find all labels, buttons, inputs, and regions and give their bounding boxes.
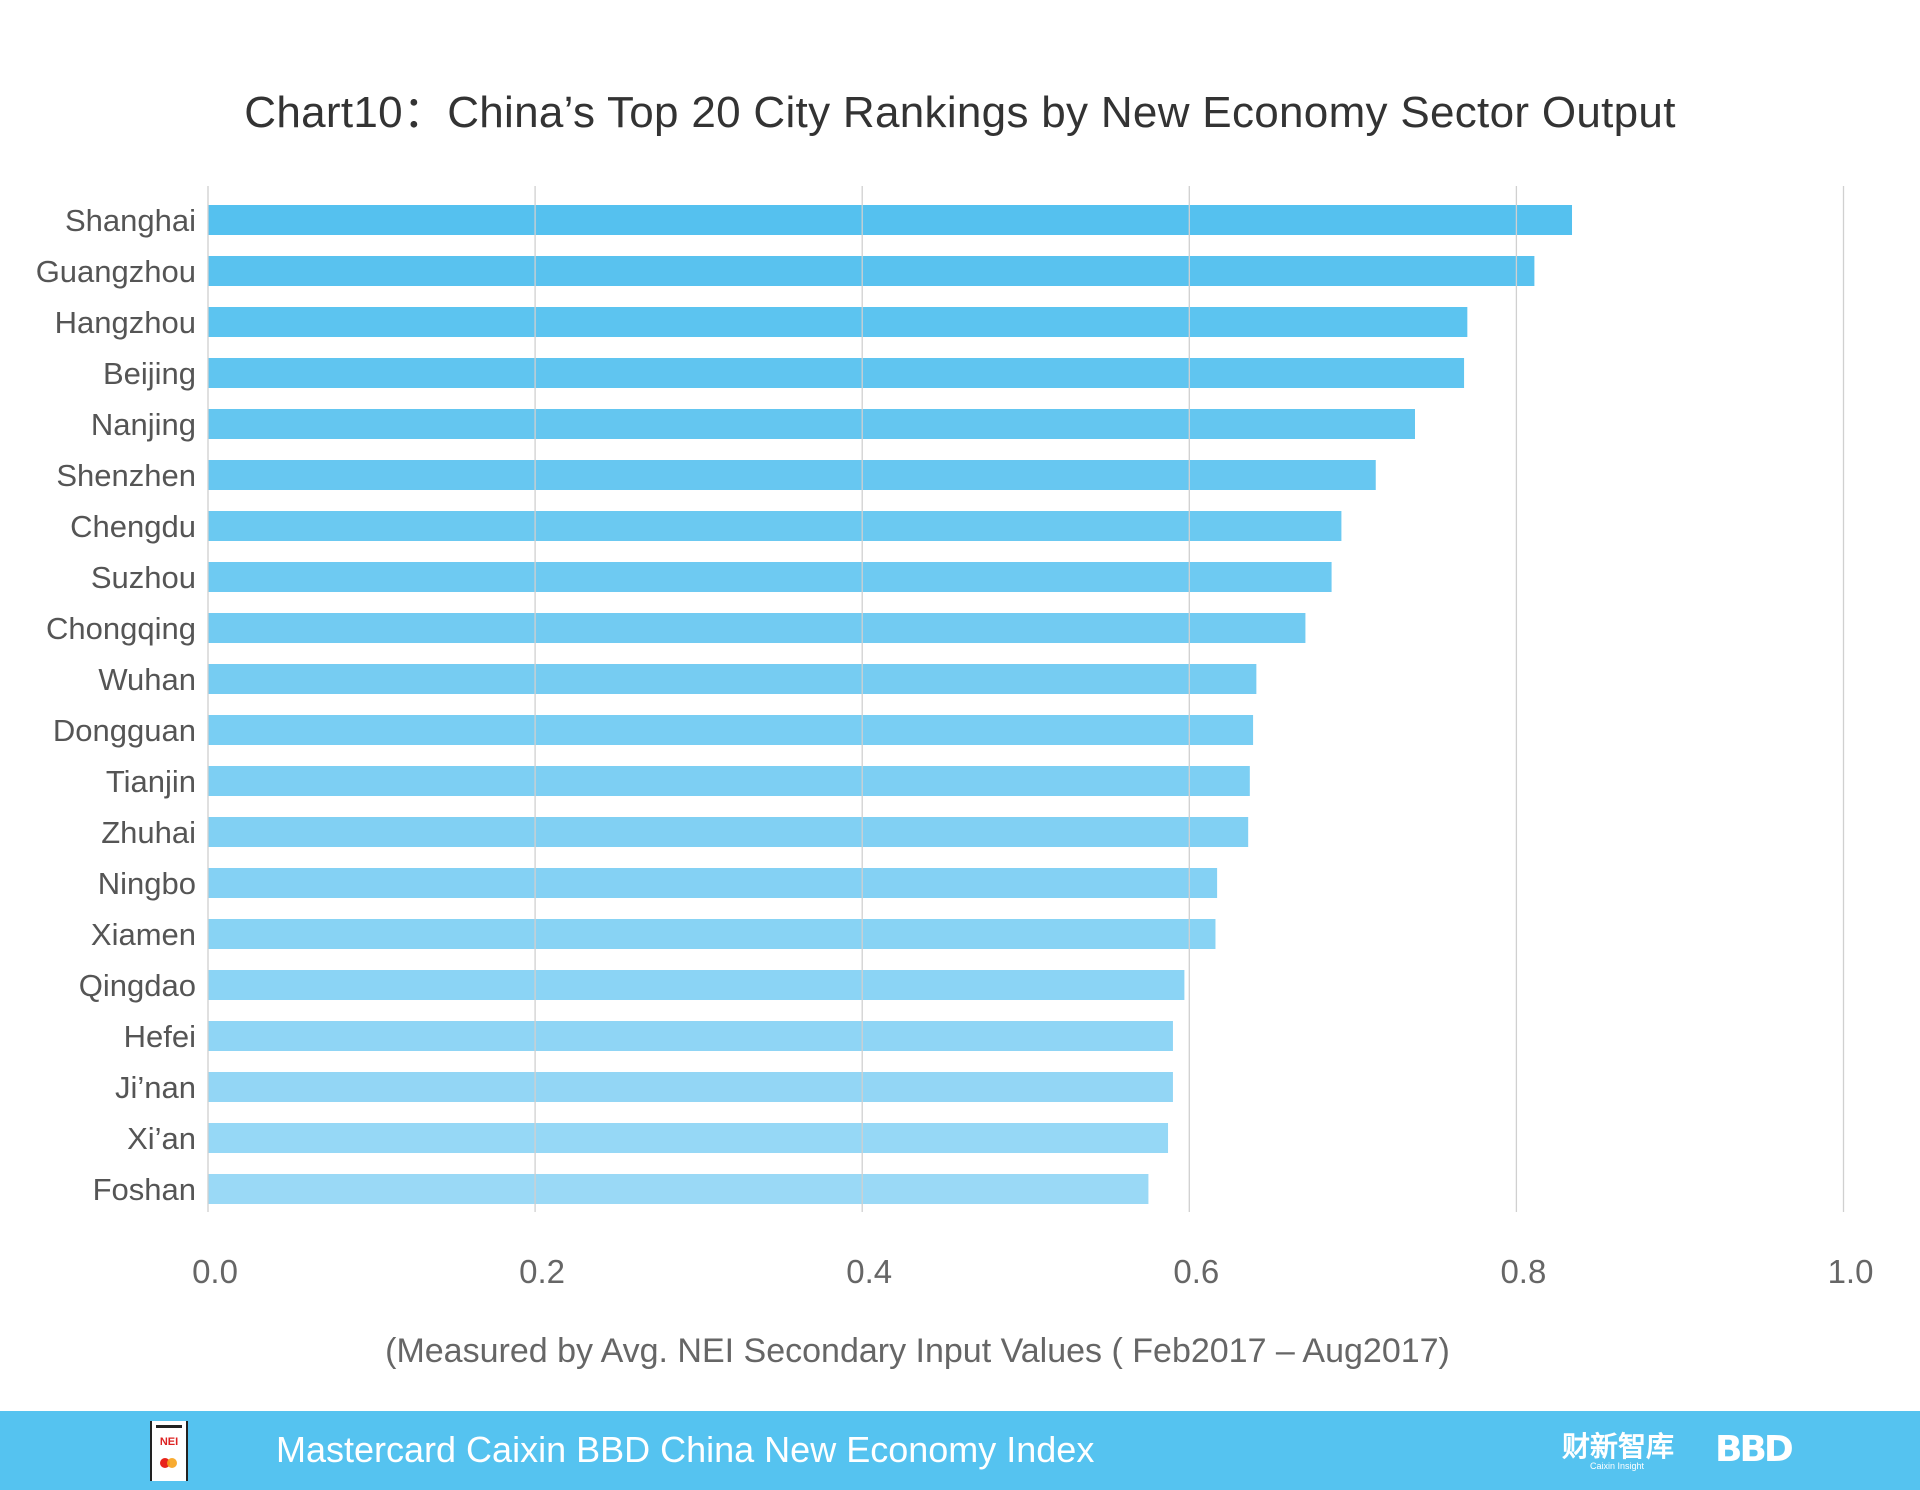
bar-zhuhai	[208, 817, 1249, 847]
category-label: Nanjing	[91, 407, 196, 442]
category-label: Suzhou	[91, 560, 196, 595]
bar-chongqing	[208, 613, 1306, 643]
x-tick-label: 0.6	[1173, 1253, 1219, 1290]
category-label: Shenzhen	[56, 458, 196, 493]
bar-tianjin	[208, 766, 1250, 796]
category-label: Chongqing	[46, 611, 196, 646]
chart-title: Chart10：China’s Top 20 City Rankings by …	[244, 88, 1676, 137]
bar-guangzhou	[208, 256, 1535, 286]
category-label: Xi’an	[127, 1121, 196, 1156]
chart-subtitle: (Measured by Avg. NEI Secondary Input Va…	[385, 1332, 1450, 1370]
bar-shenzhen	[208, 460, 1376, 490]
x-tick-label: 0.4	[846, 1253, 892, 1290]
category-label: Ji’nan	[115, 1070, 196, 1105]
bbd-logo: BBD	[1715, 1429, 1794, 1470]
nei-logo-icon: NEI	[150, 1421, 188, 1481]
bar-hangzhou	[208, 307, 1468, 337]
category-label: Xiamen	[91, 917, 196, 952]
bar-xiamen	[208, 919, 1216, 949]
caixin-insight-sublabel: Caixin Insight	[1590, 1461, 1645, 1471]
category-label: Wuhan	[98, 662, 196, 697]
bar-chengdu	[208, 511, 1342, 541]
x-tick-label: 0.8	[1500, 1253, 1546, 1290]
bar-wuhan	[208, 664, 1257, 694]
category-label: Hangzhou	[55, 305, 196, 340]
category-label: Zhuhai	[101, 815, 196, 850]
bar-ningbo	[208, 868, 1218, 898]
category-label: Guangzhou	[36, 254, 196, 289]
bar-qingdao	[208, 970, 1185, 1000]
footer-title: Mastercard Caixin BBD China New Economy …	[276, 1429, 1095, 1470]
svg-text:NEI: NEI	[160, 1436, 178, 1448]
category-label: Ningbo	[98, 866, 196, 901]
x-tick-label: 0.0	[192, 1253, 238, 1290]
bar-foshan	[208, 1174, 1149, 1204]
category-label: Foshan	[93, 1172, 196, 1207]
bar-hefei	[208, 1021, 1173, 1051]
bar-suzhou	[208, 562, 1332, 592]
category-label: Hefei	[124, 1019, 196, 1054]
bar-chart: Shanghai Guangzhou Hangzhou Beijing Nanjing S…	[36, 186, 1874, 1290]
category-label: Dongguan	[53, 713, 196, 748]
bar-nanjing	[208, 409, 1415, 439]
category-label: Beijing	[103, 356, 196, 391]
bar-dongguan	[208, 715, 1254, 745]
bar-shanghai	[208, 205, 1573, 235]
caixin-insight-logo: 财新智库	[1562, 1430, 1675, 1463]
category-label: Tianjin	[106, 764, 196, 799]
footer-banner: NEI Mastercard Caixin BBD China New Econ…	[0, 1411, 1920, 1490]
x-tick-label: 1.0	[1828, 1253, 1874, 1290]
category-label: Qingdao	[79, 968, 196, 1003]
bar-jinan	[208, 1072, 1173, 1102]
x-tick-label: 0.2	[519, 1253, 565, 1290]
bar-xian	[208, 1123, 1169, 1153]
category-label: Chengdu	[70, 509, 196, 544]
category-label: Shanghai	[65, 203, 196, 238]
bar-beijing	[208, 358, 1465, 388]
